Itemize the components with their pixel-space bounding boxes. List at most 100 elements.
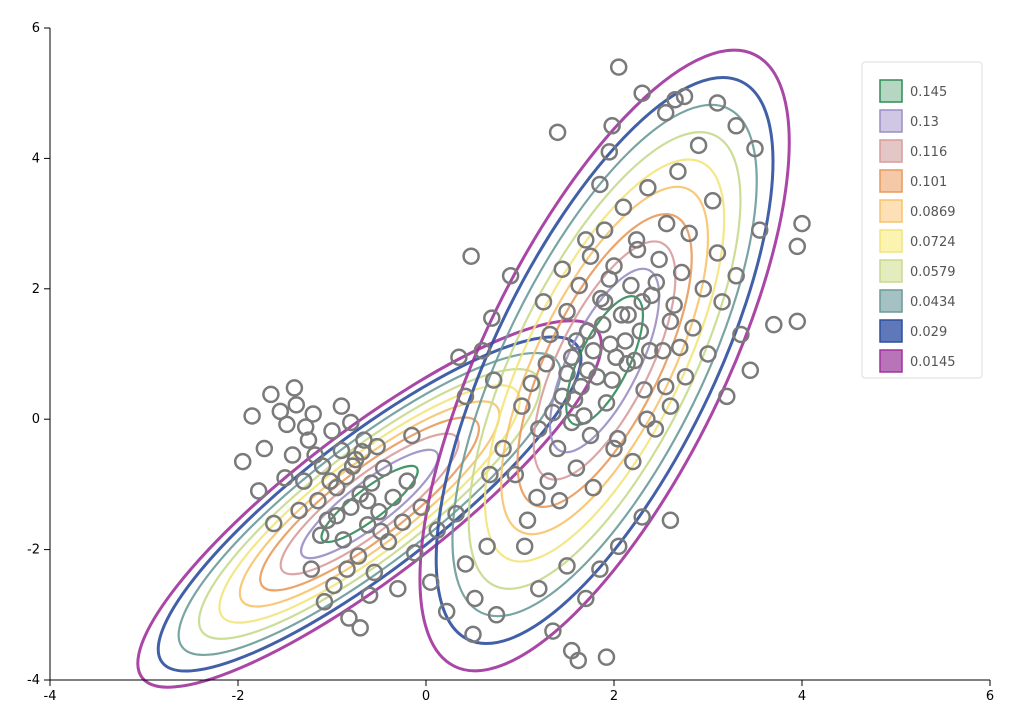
data-point [593,315,612,334]
data-point [264,514,283,533]
data-point [680,224,698,243]
data-point [421,573,440,591]
data-point [332,441,351,460]
data-point [713,293,731,311]
data-point [558,302,576,321]
data-point [581,247,600,265]
data-point [351,619,369,637]
data-point [577,589,595,608]
data-point [550,491,569,510]
data-point [622,276,640,295]
legend-label: 0.029 [910,325,947,340]
data-point [718,387,736,406]
data-point [609,430,627,448]
data-point [522,374,541,393]
data-point [374,459,393,477]
data-point [609,58,628,76]
data-point [456,387,475,406]
data-point [672,263,691,282]
data-point [567,459,586,477]
data-point [315,593,334,611]
data-point [607,348,625,367]
data-point [750,221,769,239]
contour-line [548,267,661,454]
data-point [633,84,651,102]
legend-label: 0.0579 [910,265,956,280]
data-point [537,355,556,373]
data-point [597,394,616,412]
data-point [612,306,631,324]
data-point [515,537,534,556]
data-point [484,371,503,389]
data-point [466,589,484,608]
data-point [565,390,584,409]
data-point [450,348,468,367]
points-group [233,58,811,670]
data-point [600,143,619,161]
data-point [793,214,811,233]
legend-swatch [879,139,903,163]
data-point [494,439,512,458]
contour-line [483,158,726,563]
contour-line [136,319,603,689]
data-point [384,488,402,507]
data-point [365,563,384,582]
contour-line [418,48,791,673]
data-point [656,377,675,396]
data-point [456,555,475,573]
contour-line [451,103,758,618]
data-point [513,397,531,415]
data-point [708,244,727,262]
data-point [558,557,576,575]
data-point [389,579,407,598]
data-point [746,139,764,158]
data-point [481,465,499,484]
data-point [342,413,360,432]
legend: 0.145 0.13 0.116 0.101 0.0869 0.0724 0.0579 0.0… [861,61,983,379]
x-tick-label: -4 [44,689,57,704]
data-point [727,117,745,135]
y-tick-label: -4 [27,673,40,688]
data-point [727,267,745,285]
data-point [544,403,562,422]
data-point [675,87,694,106]
legend-swatch [879,349,903,373]
data-point [358,491,377,510]
data-point [262,385,280,404]
data-point [541,325,559,344]
data-point [577,231,595,249]
data-point [323,422,341,440]
data-point [732,325,750,344]
data-point [428,521,447,539]
data-point [671,338,689,357]
contour-group [136,48,791,689]
data-point [283,446,302,464]
data-point [600,270,619,288]
data-point [788,312,807,331]
data-point [638,410,656,428]
data-point [647,273,666,292]
y-tick-label: 0 [32,412,40,427]
data-point [591,560,609,578]
data-point [603,371,621,389]
data-point [595,221,614,239]
data-point [287,396,306,414]
contour-line [259,416,481,592]
data-point [635,381,653,399]
y-tick-label: -2 [27,543,40,558]
legend-label: 0.116 [910,145,947,160]
data-point [633,293,651,311]
data-point [581,426,600,445]
data-point [338,560,356,578]
data-point [534,293,553,311]
y-tick-label: 2 [32,282,40,297]
data-point [530,579,548,598]
data-point [295,472,313,490]
contour-line [156,335,583,673]
data-point [657,214,676,233]
data-point [473,341,492,360]
data-point [403,426,421,445]
data-point [342,498,360,516]
data-point [318,511,337,530]
data-point [694,280,713,298]
